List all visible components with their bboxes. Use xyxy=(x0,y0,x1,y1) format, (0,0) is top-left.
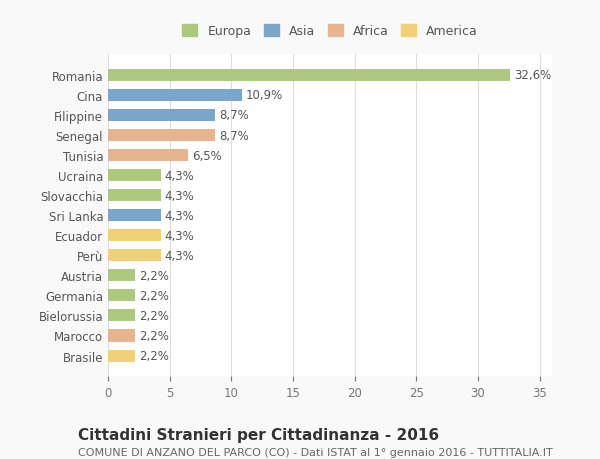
Bar xyxy=(108,90,242,102)
Text: 10,9%: 10,9% xyxy=(246,89,283,102)
Bar xyxy=(108,270,135,282)
Text: 4,3%: 4,3% xyxy=(165,209,194,222)
Text: 4,3%: 4,3% xyxy=(165,189,194,202)
Bar xyxy=(108,150,188,162)
Bar xyxy=(108,110,215,122)
Text: 4,3%: 4,3% xyxy=(165,229,194,242)
Bar xyxy=(108,170,161,182)
Text: 2,2%: 2,2% xyxy=(139,269,169,282)
Text: 4,3%: 4,3% xyxy=(165,249,194,262)
Text: 2,2%: 2,2% xyxy=(139,329,169,342)
Bar xyxy=(108,350,135,362)
Bar xyxy=(108,210,161,222)
Text: 2,2%: 2,2% xyxy=(139,289,169,302)
Text: 2,2%: 2,2% xyxy=(139,349,169,362)
Text: COMUNE DI ANZANO DEL PARCO (CO) - Dati ISTAT al 1° gennaio 2016 - TUTTITALIA.IT: COMUNE DI ANZANO DEL PARCO (CO) - Dati I… xyxy=(78,448,553,458)
Bar xyxy=(108,130,215,142)
Text: 8,7%: 8,7% xyxy=(219,109,249,122)
Bar xyxy=(108,190,161,202)
Bar xyxy=(108,330,135,342)
Bar xyxy=(108,70,510,82)
Bar xyxy=(108,290,135,302)
Legend: Europa, Asia, Africa, America: Europa, Asia, Africa, America xyxy=(178,20,482,43)
Bar xyxy=(108,230,161,242)
Bar xyxy=(108,310,135,322)
Text: Cittadini Stranieri per Cittadinanza - 2016: Cittadini Stranieri per Cittadinanza - 2… xyxy=(78,427,439,442)
Text: 4,3%: 4,3% xyxy=(165,169,194,182)
Bar xyxy=(108,250,161,262)
Text: 32,6%: 32,6% xyxy=(514,69,551,82)
Text: 6,5%: 6,5% xyxy=(192,149,221,162)
Text: 8,7%: 8,7% xyxy=(219,129,249,142)
Text: 2,2%: 2,2% xyxy=(139,309,169,322)
